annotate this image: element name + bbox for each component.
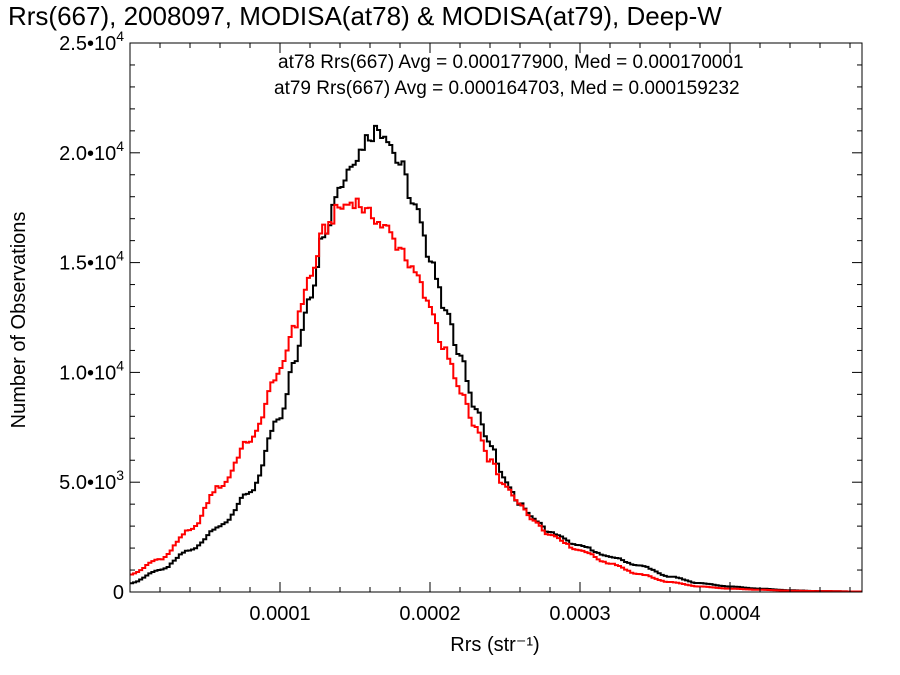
y-tick-label: 0: [113, 582, 124, 604]
tick-marks: [130, 42, 862, 593]
y-tick-label: 1.0•104: [59, 357, 124, 384]
chart-title: Rrs(667), 2008097, MODISA(at78) & MODISA…: [8, 1, 722, 31]
at78-stats-annotation: at78 Rrs(667) Avg = 0.000177900, Med = 0…: [278, 52, 744, 73]
plot-frame: [129, 42, 863, 593]
at79-histogram-line: [130, 197, 862, 593]
y-tick-label: 1.5•104: [59, 248, 124, 275]
x-tick-label: 0.0003: [549, 603, 610, 625]
series-layer: [130, 124, 862, 593]
y-axis-label: Number of Observations: [8, 212, 30, 429]
x-tick-label: 0.0004: [699, 603, 760, 625]
x-axis-label: Rrs (str⁻¹): [450, 634, 539, 656]
at78-histogram-line: [130, 124, 862, 593]
y-tick-label: 2.0•104: [59, 138, 124, 165]
x-tick-labels: 0.0001 0.0002 0.0003 0.0004: [249, 603, 760, 625]
y-tick-label: 2.5•104: [59, 28, 124, 55]
x-tick-label: 0.0002: [399, 603, 460, 625]
x-tick-label: 0.0001: [249, 603, 310, 625]
y-tick-label: 5.0•103: [59, 467, 124, 494]
at79-stats-annotation: at79 Rrs(667) Avg = 0.000164703, Med = 0…: [274, 78, 740, 99]
y-tick-labels: 0 5.0•103 1.0•104 1.5•104 2.0•104 2.5•104: [59, 28, 124, 604]
